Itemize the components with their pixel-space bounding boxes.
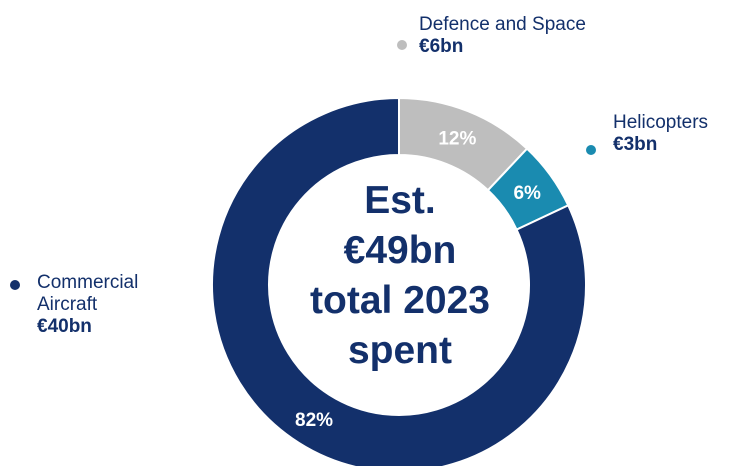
legend-helicopters-value: €3bn: [613, 134, 658, 155]
center-label-line-2: €49bn: [343, 229, 457, 272]
legend-defence-and-space: Defence and Space €6bn: [397, 14, 586, 58]
legend-commercial-name-line-2: Aircraft: [37, 294, 98, 315]
center-label-line-4: spent: [347, 329, 452, 372]
slice-label-defence-and-space: 12%: [438, 129, 476, 150]
center-label-line-1: Est.: [364, 179, 436, 222]
legend-commercial-name-line-1: Commercial: [37, 272, 139, 293]
legend-dot-defence: [397, 40, 407, 50]
slice-label-commercial-aircraft: 82%: [295, 410, 333, 431]
legend-dot-helicopters: [586, 145, 596, 155]
legend-defence-value: €6bn: [419, 36, 464, 57]
legend-defence-name: Defence and Space: [419, 14, 586, 35]
slice-label-helicopters: 6%: [513, 183, 541, 204]
center-label-line-3: total 2023: [310, 279, 490, 322]
legend-commercial-aircraft: Commercial Aircraft €40bn: [10, 272, 139, 338]
center-label: Est. €49bn total 2023 spent: [280, 176, 520, 376]
slice-commercial-aircraft: [211, 96, 587, 466]
legend-commercial-value: €40bn: [37, 316, 92, 337]
legend-helicopters: Helicopters €3bn: [586, 112, 709, 156]
legend-helicopters-name: Helicopters: [613, 112, 709, 133]
legend-dot-commercial: [10, 280, 20, 290]
